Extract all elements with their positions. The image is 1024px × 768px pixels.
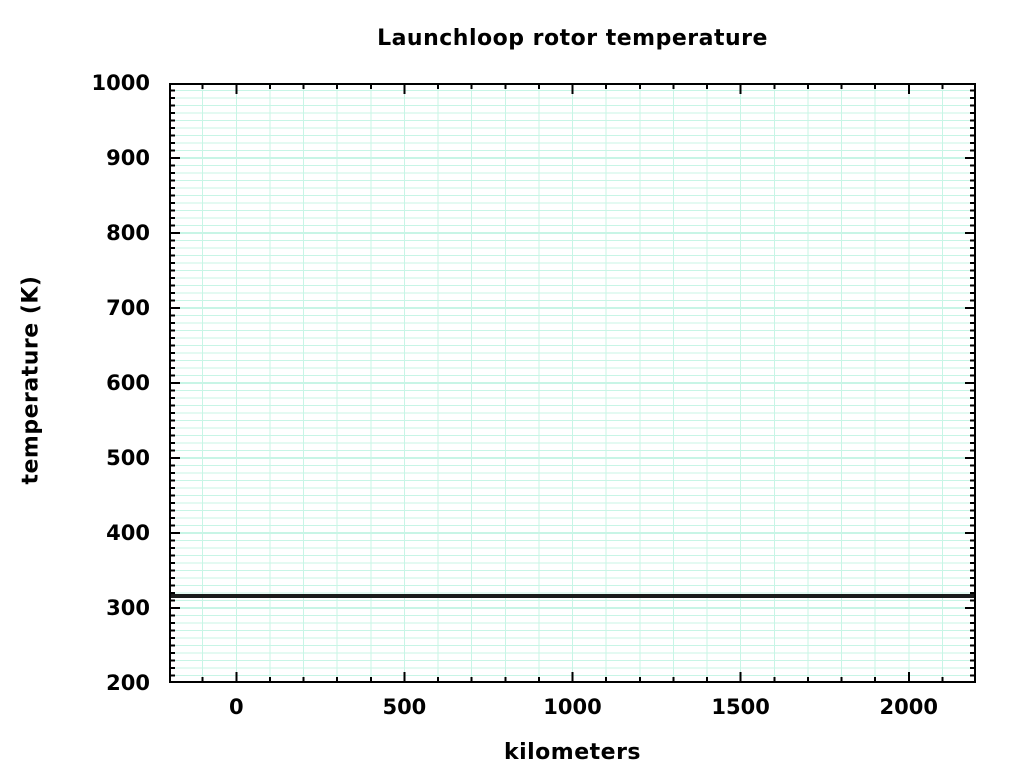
y-tick-label: 1000 (91, 71, 150, 95)
y-tick-label: 800 (106, 221, 150, 245)
plot-canvas (169, 83, 976, 683)
y-tick-label: 200 (106, 671, 150, 695)
x-axis-label: kilometers (503, 740, 642, 765)
y-tick-label: 900 (106, 146, 150, 170)
x-tick-label: 500 (382, 695, 427, 719)
y-tick-label: 400 (106, 521, 150, 545)
plot-area (169, 83, 976, 683)
y-tick-label: 600 (106, 371, 150, 395)
x-tick-label: 1000 (543, 695, 602, 719)
y-tick-label: 700 (106, 296, 150, 320)
x-tick-label: 2000 (879, 695, 938, 719)
chart-title: Launchloop rotor temperature (377, 26, 768, 51)
plot-border (169, 83, 976, 683)
x-tick-label: 0 (228, 695, 244, 719)
x-tick-label: 1500 (711, 695, 770, 719)
y-tick-label: 500 (106, 446, 150, 470)
y-tick-label: 300 (106, 596, 150, 620)
